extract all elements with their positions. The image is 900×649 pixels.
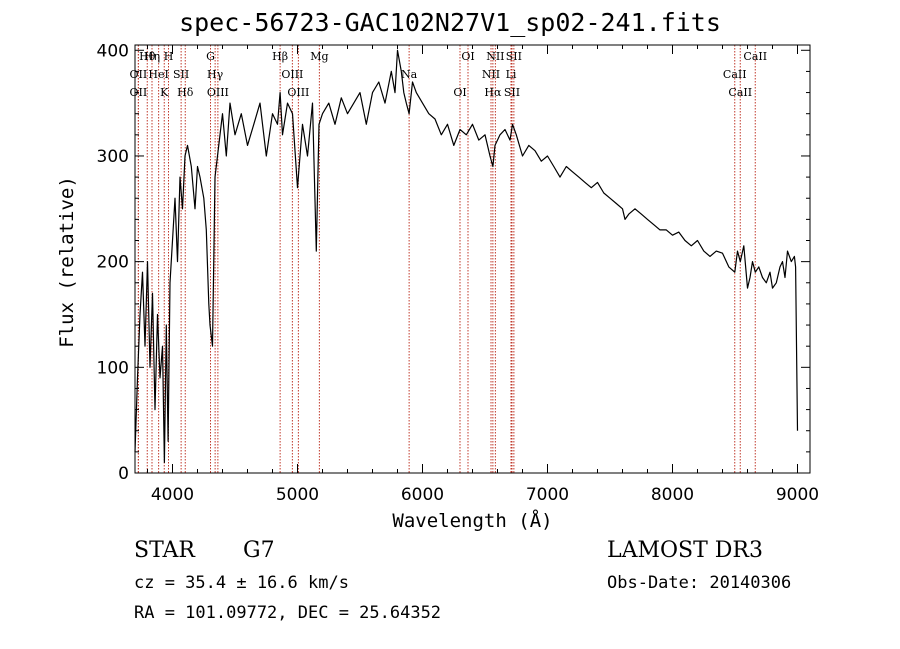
line-label: NII — [486, 50, 504, 63]
y-tick-label: 100 — [97, 358, 129, 378]
axis-ticks: 4000 5000 6000 7000 8000 9000 0 100 200 300 400 — [97, 41, 820, 505]
x-tick-label: 7000 — [526, 485, 569, 505]
line-label: Mg — [310, 50, 328, 63]
line-label: Hη — [144, 50, 160, 63]
line-label: SII — [504, 86, 520, 99]
line-label: NII — [482, 68, 500, 81]
line-label: SII — [506, 50, 522, 63]
x-axis-label: Wavelength (Å) — [392, 510, 553, 532]
line-labels: HθOIIOIIHηHeIKHSIIHδGHγOIIIHβOIIIOIIIMgN… — [130, 50, 768, 99]
x-tick-label: 8000 — [651, 485, 694, 505]
line-label: Hα — [484, 86, 502, 99]
line-label: OI — [453, 86, 466, 99]
line-label: OIII — [207, 86, 229, 99]
line-label: Hβ — [272, 50, 288, 63]
y-tick-label: 300 — [97, 147, 129, 167]
line-label: Hθ — [139, 50, 156, 63]
chart-title: spec-56723-GAC102N27V1_sp02-241.fits — [179, 8, 721, 37]
x-tick-label: 5000 — [276, 485, 319, 505]
line-label: SII — [173, 68, 189, 81]
line-label: CaII — [728, 86, 752, 99]
series-layer — [134, 49, 799, 463]
line-label: Li — [506, 68, 517, 81]
y-axis-label: Flux (relative) — [56, 176, 78, 348]
line-label: OIII — [287, 86, 309, 99]
x-tick-label: 9000 — [776, 485, 819, 505]
line-label: Na — [401, 68, 418, 81]
x-tick-label: 4000 — [151, 485, 194, 505]
emission-line-markers — [137, 45, 756, 473]
coordinates: RA = 101.09772, DEC = 25.64352 — [134, 603, 442, 623]
y-tick-label: 0 — [118, 464, 129, 484]
observation-date: Obs-Date: 20140306 — [607, 573, 792, 593]
x-tick-label: 6000 — [401, 485, 444, 505]
line-label: Hγ — [207, 68, 224, 81]
line-label: OII — [130, 68, 148, 81]
line-label: CaII — [743, 50, 767, 63]
flux-series-line — [134, 49, 799, 463]
y-tick-label: 400 — [97, 41, 129, 61]
redshift-velocity: cz = 35.4 ± 16.6 km/s — [134, 573, 349, 593]
object-class: STAR — [134, 538, 195, 563]
line-label: OI — [461, 50, 474, 63]
plot-frame — [134, 44, 811, 474]
y-tick-label: 200 — [97, 253, 129, 273]
line-label: H — [164, 50, 174, 63]
line-label: HeI — [148, 68, 168, 81]
survey-name: LAMOST DR3 — [607, 538, 763, 563]
line-label: Hδ — [177, 86, 194, 99]
object-subclass: G7 — [243, 538, 275, 563]
line-label: G — [206, 50, 215, 63]
line-label: OIII — [281, 68, 303, 81]
line-label: K — [160, 86, 169, 99]
line-label: CaII — [723, 68, 747, 81]
